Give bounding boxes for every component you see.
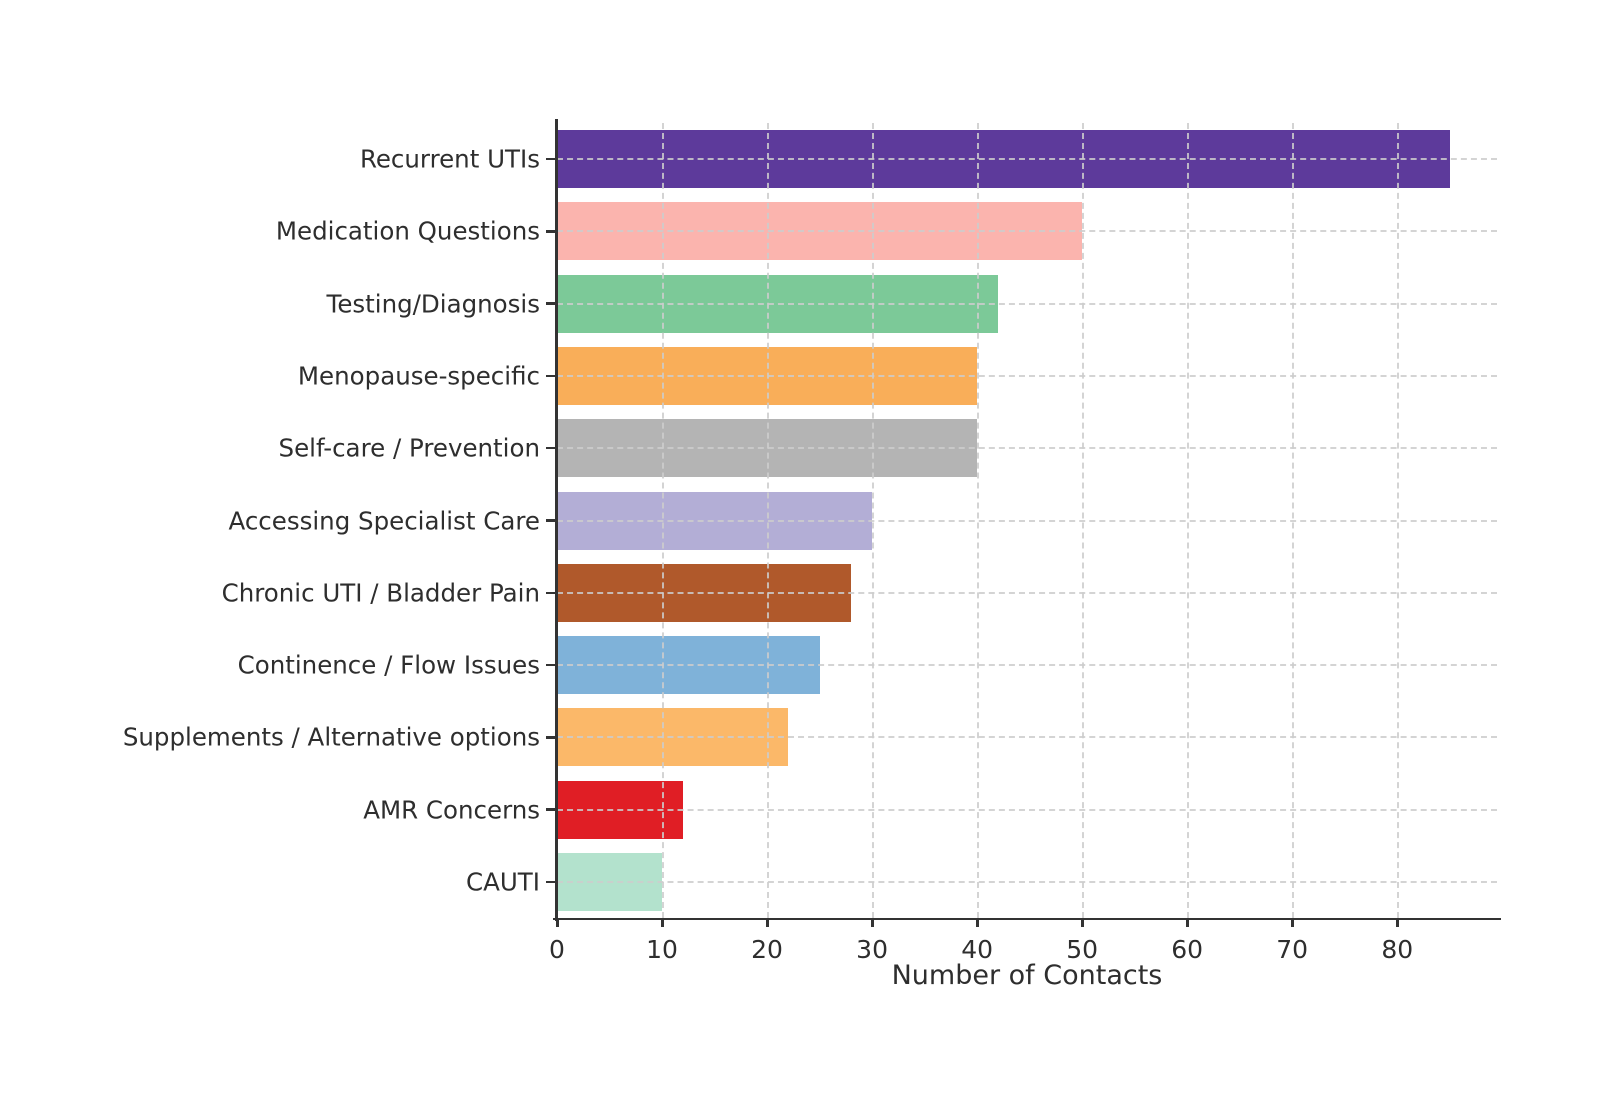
x-tick-mark: [556, 918, 559, 927]
x-tick-mark: [871, 918, 874, 927]
category-label: Chronic UTI / Bladder Pain: [221, 578, 540, 608]
x-tick-label: 40: [961, 935, 994, 964]
plot-area: 0 10 20 30 40 50 60 70 80: [546, 119, 1501, 964]
category-label: AMR Concerns: [363, 794, 540, 824]
y-tick-mark: [546, 808, 555, 811]
y-tick-mark: [546, 736, 555, 739]
gridline-horizontal: [557, 447, 1497, 450]
y-tick-mark: [546, 230, 555, 233]
gridline-horizontal: [557, 158, 1497, 161]
gridline-horizontal: [557, 880, 1497, 883]
y-tick-mark: [546, 446, 555, 450]
category-label: Accessing Specialist Care: [228, 505, 540, 535]
gridline-horizontal: [557, 591, 1497, 594]
x-tick-label: 50: [1066, 935, 1099, 964]
y-tick-mark: [546, 157, 555, 161]
x-tick-label: 10: [646, 935, 678, 964]
y-tick-mark: [546, 519, 555, 522]
category-label: Testing/Diagnosis: [326, 288, 540, 318]
category-label: Recurrent UTIs: [359, 144, 540, 174]
x-tick-mark: [976, 918, 979, 927]
x-tick-mark: [1291, 918, 1294, 927]
x-tick-label: 20: [751, 935, 783, 964]
x-tick-mark: [1186, 918, 1189, 927]
gridline-horizontal: [557, 519, 1497, 522]
y-tick-mark: [546, 374, 555, 378]
category-label: Medication Questions: [275, 216, 540, 246]
x-tick-label: 60: [1171, 935, 1204, 964]
x-axis-label: Number of Contacts: [891, 960, 1163, 991]
category-label: Supplements / Alternative options: [122, 722, 540, 752]
x-tick-mark: [766, 918, 769, 927]
x-tick-mark: [661, 918, 664, 927]
x-axis-spine: [553, 917, 1501, 920]
gridline-horizontal: [557, 302, 1497, 305]
gridline-horizontal: [557, 374, 1497, 377]
y-axis-spine: [555, 119, 558, 921]
y-tick-mark: [546, 880, 555, 884]
y-tick-mark: [546, 663, 555, 667]
y-tick-mark: [546, 302, 555, 305]
gridline-horizontal: [557, 808, 1497, 811]
y-tick-mark: [546, 591, 555, 595]
category-label: CAUTI: [466, 867, 540, 897]
category-label: Menopause-specific: [297, 361, 540, 391]
x-tick-mark: [1396, 918, 1399, 927]
x-tick-label: 30: [856, 935, 888, 964]
gridline-horizontal: [557, 230, 1497, 233]
category-label: Self-care / Prevention: [278, 433, 540, 463]
gridline-horizontal: [557, 736, 1497, 739]
x-tick-label: 70: [1276, 935, 1309, 964]
x-tick-label: 80: [1381, 935, 1414, 964]
category-label: Continence / Flow Issues: [237, 650, 540, 680]
x-tick-label: 0: [549, 935, 565, 964]
x-tick-mark: [1081, 918, 1084, 927]
gridline-horizontal: [557, 664, 1497, 667]
